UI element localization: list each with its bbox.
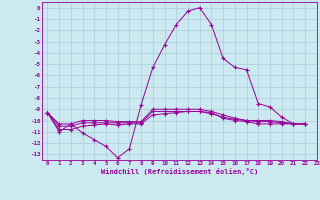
X-axis label: Windchill (Refroidissement éolien,°C): Windchill (Refroidissement éolien,°C) <box>100 168 258 175</box>
